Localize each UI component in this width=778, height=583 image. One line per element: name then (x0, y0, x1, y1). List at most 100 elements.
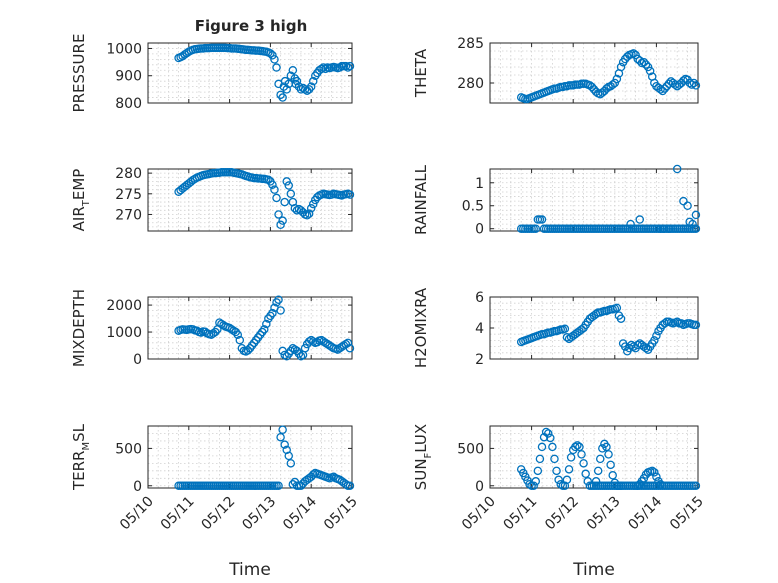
data-point (656, 224, 665, 233)
data-point (280, 197, 289, 207)
data-point (343, 63, 353, 72)
x-tick-label: 05/11 (158, 494, 198, 534)
data-point (691, 320, 701, 330)
data-point (306, 204, 316, 213)
y-axis-label: MIXDEPTH (70, 289, 88, 367)
y-tick-label: 6 (475, 290, 484, 306)
data-point (266, 49, 275, 58)
data-point (533, 466, 543, 476)
data-point (660, 84, 669, 93)
data-point (282, 85, 291, 94)
y-tick-label: 2 (475, 352, 484, 368)
x-tick-label: 05/12 (199, 494, 239, 534)
y-axis-label: SUNFLUX (412, 424, 434, 490)
data-point (593, 466, 603, 476)
data-point (608, 80, 617, 89)
data-point (591, 87, 601, 97)
data-point (579, 459, 588, 468)
data-point (616, 481, 626, 491)
data-point (652, 472, 661, 482)
data-point (345, 481, 355, 491)
data-point (659, 224, 669, 233)
data-point (278, 216, 287, 225)
data-point (629, 49, 638, 58)
data-point (319, 63, 328, 72)
data-point (280, 350, 289, 360)
y-tick-label: 0 (133, 352, 142, 368)
y-tick-label: 4 (475, 321, 484, 337)
data-point (296, 352, 306, 361)
x-tick-label: 05/10 (117, 494, 157, 534)
data-point (541, 427, 551, 437)
data-point (292, 76, 302, 86)
y-tick-label: 285 (457, 36, 484, 52)
data-point (276, 432, 285, 442)
y-tick-label: 1000 (106, 41, 142, 57)
data-point (560, 324, 570, 334)
data-point (268, 51, 277, 60)
data-point (308, 76, 318, 86)
data-point (691, 210, 701, 220)
y-tick-label: 1000 (106, 325, 142, 341)
data-point (577, 450, 586, 459)
data-point (537, 442, 547, 452)
data-point (581, 469, 590, 479)
data-point (571, 442, 580, 452)
series-rainfall (516, 164, 701, 233)
figure-title: Figure 3 high (195, 17, 308, 35)
data-point (286, 459, 296, 468)
data-point (562, 333, 572, 342)
data-point (606, 460, 615, 470)
data-point (650, 468, 659, 477)
data-point (304, 209, 314, 218)
data-point (262, 319, 271, 329)
data-point (664, 224, 674, 233)
data-point (531, 224, 541, 233)
data-point (612, 303, 622, 313)
data-point (635, 215, 645, 224)
data-point (573, 441, 582, 450)
data-point (537, 215, 547, 224)
x-tick-label: 05/12 (542, 494, 582, 534)
data-point (643, 62, 653, 72)
data-point (260, 325, 269, 334)
data-point (548, 442, 557, 452)
x-tick-label: 05/14 (280, 493, 320, 533)
data-point (647, 466, 657, 476)
data-point (276, 220, 285, 230)
subplot-mixdepth: 0 1000 2000 MIXDEPTH (70, 289, 355, 368)
data-point (270, 55, 279, 64)
data-point (595, 454, 605, 464)
data-point (583, 477, 593, 486)
y-axis-label: H2OMIXRA (412, 287, 430, 368)
data-point (192, 326, 202, 335)
data-point (656, 480, 665, 489)
data-point (288, 66, 298, 75)
data-point (268, 180, 277, 189)
data-point (641, 60, 651, 69)
y-tick-label: 0.5 (462, 199, 484, 215)
data-point (550, 454, 559, 464)
data-point (543, 429, 553, 438)
y-axis-label: THETA (412, 48, 430, 98)
data-point (270, 185, 279, 194)
y-tick-label: 500 (115, 441, 142, 457)
data-point (274, 295, 283, 304)
data-point (677, 319, 686, 328)
data-point (278, 425, 287, 434)
x-tick-label: 05/11 (501, 494, 541, 534)
data-point (587, 82, 597, 92)
series-mixdepth (174, 295, 355, 361)
data-point (633, 481, 642, 491)
data-point (610, 78, 620, 88)
y-tick-label: 275 (115, 187, 142, 203)
data-point (343, 338, 353, 348)
data-point (235, 335, 245, 345)
data-point (313, 338, 322, 347)
x-tick-label: 05/14 (625, 493, 665, 533)
y-tick-label: 0 (475, 479, 484, 495)
data-point (296, 85, 306, 94)
data-point (304, 337, 314, 346)
y-tick-label: 800 (115, 96, 142, 112)
